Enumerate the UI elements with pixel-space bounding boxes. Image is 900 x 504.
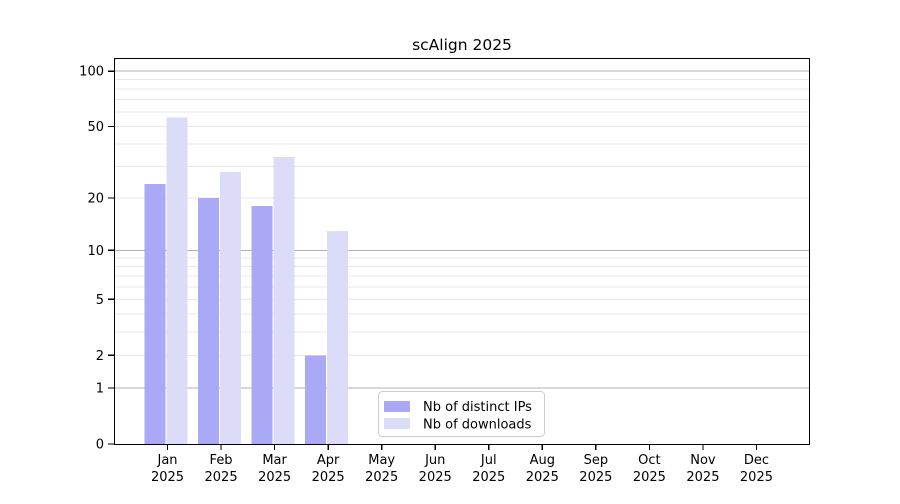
x-tick-label-month: Sep [584,453,609,468]
chart-title: scAlign 2025 [412,36,512,54]
x-tick-label-month: Nov [690,453,716,468]
x-tick-label-month: Jul [480,453,497,468]
x-tick-label-year: 2025 [472,470,505,485]
x-tick-label-month: Jun [424,453,445,468]
x-tick-label-year: 2025 [151,470,184,485]
x-tick-label-year: 2025 [365,470,398,485]
x-tick-label-month: Jan [157,453,178,468]
bars-group [144,117,349,444]
bar-distinct-ips-jan [144,184,166,444]
x-tick-label-month: Feb [210,453,233,468]
x-tick-label-month: May [368,453,395,468]
x-tick-label-year: 2025 [205,470,238,485]
y-tick-label: 5 [96,293,104,308]
bar-distinct-ips-mar [251,206,273,444]
x-tick-label-year: 2025 [419,470,452,485]
x-tick-label-year: 2025 [686,470,719,485]
y-tick-label: 50 [87,120,104,135]
x-tick-label-month: Dec [744,453,769,468]
x-tick-label-year: 2025 [312,470,345,485]
bar-distinct-ips-feb [198,198,220,444]
x-tick-label-year: 2025 [526,470,559,485]
bar-downloads-jan [166,117,188,444]
x-tick-label-month: Oct [638,453,660,468]
bar-distinct-ips-apr [305,355,327,444]
x-tick-label-month: Apr [317,453,340,468]
legend-box [378,391,545,437]
y-tick-label: 10 [87,244,104,259]
axis-tick-labels: 0 1 2 5 10 20 50 100 Jan 2025 Feb 2025 Mar 2025 Apr 202… [79,65,773,485]
legend-label-distinct-ips: Nb of distinct IPs [423,400,532,415]
x-tick-label-month: Mar [262,453,287,468]
bar-downloads-feb [220,172,242,444]
x-tick-label-month: Aug [530,453,555,468]
y-tick-label: 20 [87,192,104,207]
y-tick-label: 0 [96,438,104,453]
y-tick-label: 100 [79,65,104,80]
bar-downloads-apr [327,230,349,444]
plot-border [114,58,810,445]
legend-swatch-downloads-icon [384,418,410,429]
x-tick-label-year: 2025 [740,470,773,485]
y-tick-label: 1 [96,382,104,397]
legend-swatch-distinct-ips-icon [384,401,410,412]
y-tick-label: 2 [96,349,104,364]
x-tick-label-year: 2025 [633,470,666,485]
x-tick-label-year: 2025 [258,470,291,485]
axis-ticks [108,70,758,450]
bar-downloads-mar [273,156,295,444]
legend: Nb of distinct IPs Nb of downloads [378,391,545,437]
x-tick-label-year: 2025 [579,470,612,485]
legend-label-downloads: Nb of downloads [423,418,532,433]
gridlines [115,70,809,389]
